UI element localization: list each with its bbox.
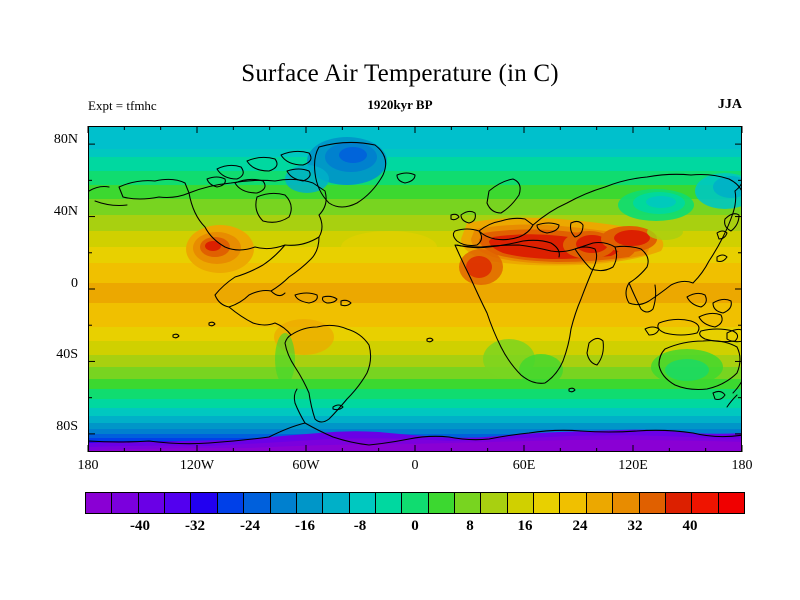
colorbar-cell [217,493,245,513]
colorbar-tick-label: -24 [240,518,260,534]
colorbar-cell [349,493,376,513]
colorbar-tick-label: -8 [353,518,367,534]
ytick-label-40n: 40N [53,204,78,219]
colorbar-cell [270,493,297,513]
colorbar-cell [507,493,535,513]
page-title: Surface Air Temperature (in C) [241,60,559,87]
colorbar-cell [534,493,561,513]
colorbar-tick-label: -16 [295,518,315,534]
colorbar-cell [428,493,456,513]
xtick-label-120w: 120W [179,458,215,473]
colorbar-tick-label: 32 [627,518,643,534]
colorbar-cell [718,493,744,513]
ytick-label-0: 0 [71,276,78,291]
colorbar-cell [613,493,640,513]
colorbar-cell [165,493,192,513]
colorbar-cell [665,493,693,513]
colorbar-cell [112,493,139,513]
colorbar [85,492,745,514]
colorbar-cell [375,493,403,513]
colorbar-cell [86,493,113,513]
colorbar-tick-label: 16 [517,518,533,534]
colorbar-cell [639,493,666,513]
colorbar-cell [323,493,350,513]
colorbar-cell [191,493,218,513]
colorbar-tick-label: -40 [130,518,150,534]
colorbar-cell [296,493,324,513]
colorbar-cell [560,493,587,513]
colorbar-cell [455,493,482,513]
experiment-label: Expt = tfmhc [88,98,157,113]
colorbar-tick-label: 8 [466,518,474,534]
xtick-label-60e: 60E [512,458,536,473]
ytick-label-80n: 80N [53,132,78,147]
xtick-label-60w: 60W [292,458,320,473]
map-plot-area [88,126,742,452]
figure-subtitle: 1920kyr BP [367,97,433,112]
colorbar-tick-label: 40 [682,518,698,534]
ytick-label-80s: 80S [56,419,78,434]
colorbar-tick-label: 24 [572,518,588,534]
xtick-label-120e: 120E [618,458,648,473]
colorbar-cell [244,493,271,513]
colorbar-cell [586,493,614,513]
xtick-label-0: 0 [411,458,419,473]
colorbar-tick-label: 0 [411,518,419,534]
season-label: JJA [717,97,742,112]
xtick-label-180e: 180 [731,458,753,473]
colorbar-tick-label: -32 [185,518,205,534]
colorbar-cell [481,493,508,513]
xtick-label-180w: 180 [77,458,99,473]
colorbar-cell [402,493,429,513]
colorbar-cell [692,493,719,513]
temperature-field [89,127,741,451]
colorbar-cell [138,493,166,513]
ytick-label-40s: 40S [56,347,78,362]
